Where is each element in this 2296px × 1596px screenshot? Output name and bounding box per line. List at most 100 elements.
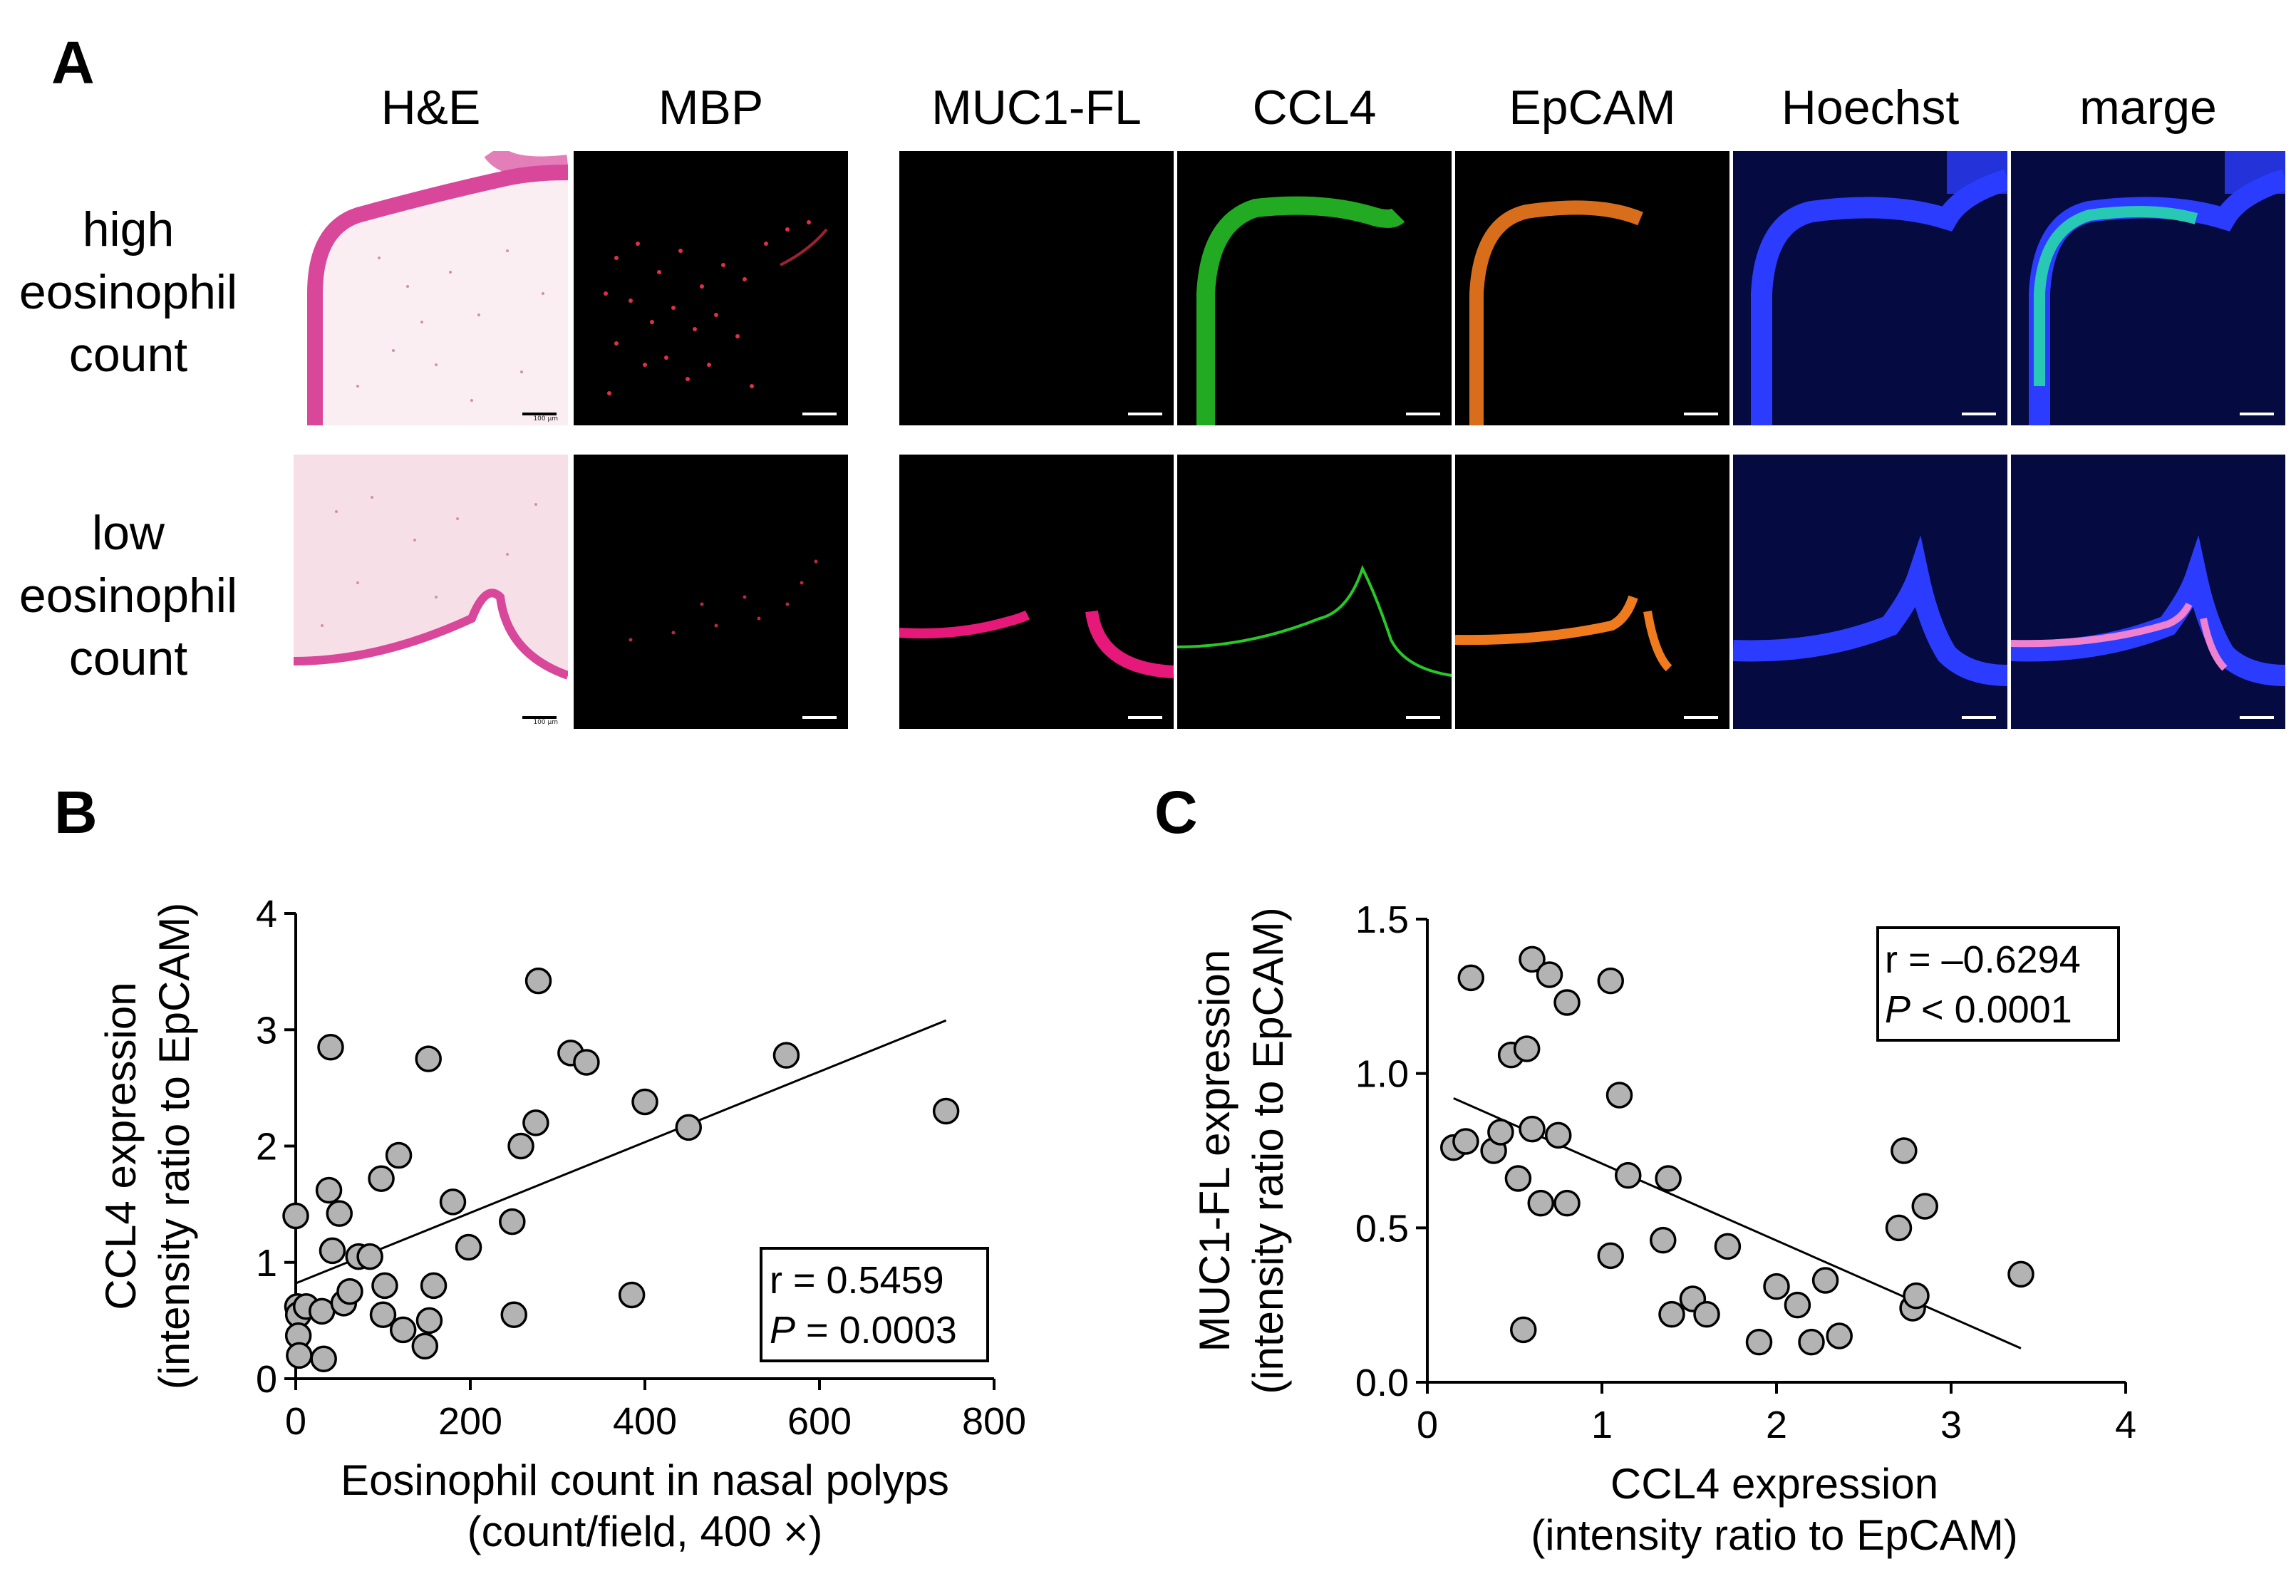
panel-b-letter: B [54, 779, 98, 846]
data-point-b [618, 1281, 646, 1309]
x-axis-title-c: CCL4 expression [1610, 1460, 1938, 1508]
stats-r-b: r = 0.5459 [770, 1259, 944, 1302]
y-tick-label-b: 4 [256, 893, 277, 936]
data-point-b [310, 1345, 337, 1372]
row-label-high-line3: count [68, 328, 188, 382]
y-axis-subtitle-c: (intensity ratio to EpCAM) [1244, 907, 1292, 1394]
y-tick-label-c: 0.0 [1355, 1362, 1409, 1404]
data-point-c [1553, 1189, 1581, 1217]
data-point-c [1784, 1291, 1811, 1319]
svg-text:P < 0.0001: P < 0.0001 [1885, 988, 2072, 1031]
scale-bar [522, 716, 557, 719]
scale-bar [1128, 413, 1162, 415]
image-high-mbp [574, 151, 848, 425]
data-point-c [1457, 964, 1484, 992]
data-point-c [1597, 1242, 1624, 1270]
scale-bar [802, 716, 837, 719]
data-point-b [439, 1188, 467, 1216]
scale-bar [1406, 413, 1440, 415]
y-tick-label-c: 1.5 [1355, 898, 1409, 941]
y-tick-label-b: 2 [256, 1126, 277, 1168]
image-low-he: 100 μm [294, 455, 568, 729]
image-high-marge [2011, 151, 2285, 425]
row-label-high-line2: eosinophil [19, 265, 238, 319]
data-point-b [507, 1132, 534, 1160]
stats-box-c: r = –0.6294 P < 0.0001 [1876, 926, 2120, 1042]
data-point-c [1763, 1273, 1790, 1300]
scale-bar [1684, 413, 1718, 415]
data-point-b [385, 1141, 413, 1169]
scale-bar [1962, 413, 1996, 415]
fit-line-b [295, 1019, 947, 1285]
y-axis-subtitle-b: (intensity ratio to EpCAM) [150, 903, 198, 1390]
y-axis-title-c: MUC1-FL expression [1191, 950, 1239, 1352]
data-point-c [1650, 1226, 1677, 1254]
data-point-b [286, 1342, 313, 1369]
image-high-muc1 [899, 151, 1174, 425]
data-point-c [1911, 1193, 1938, 1220]
scale-bar [2240, 716, 2274, 719]
x-axis-title-b: Eosinophil count in nasal polyps [341, 1456, 949, 1504]
scale-bar [802, 413, 837, 415]
column-header-mbp: MBP [658, 81, 764, 135]
data-point-c [1527, 1189, 1554, 1217]
y-axis-title-b: CCL4 expression [97, 982, 145, 1310]
y-tick-label-b: 0 [256, 1358, 277, 1401]
data-point-c [1903, 1282, 1930, 1310]
stats-r-c: r = –0.6294 [1885, 938, 2081, 981]
row-label-low-line3: count [68, 631, 188, 685]
image-low-ccl4 [1177, 455, 1452, 729]
data-point-b [573, 1049, 600, 1076]
x-tick-label-c: 2 [1766, 1404, 1787, 1446]
panel-c-letter: C [1154, 779, 1198, 846]
data-point-b [326, 1200, 353, 1227]
x-tick-label-b: 400 [613, 1400, 677, 1443]
data-point-b [315, 1176, 343, 1204]
data-point-b [524, 967, 552, 995]
image-low-mbp [574, 455, 848, 729]
x-tick-label-c: 0 [1417, 1404, 1438, 1446]
data-point-c [1487, 1119, 1514, 1146]
row-label-high-line1: high [82, 202, 175, 256]
svg-text:P = 0.0003: P = 0.0003 [770, 1309, 957, 1352]
data-point-b [317, 1033, 344, 1061]
data-point-c [1714, 1233, 1742, 1260]
x-tick-label-b: 200 [438, 1400, 502, 1443]
data-point-b [420, 1272, 448, 1300]
data-point-c [1510, 1316, 1537, 1344]
column-header-he: H&E [381, 81, 481, 135]
row-label-low-line1: low [91, 506, 165, 560]
data-point-c [1504, 1165, 1532, 1192]
data-point-c [1615, 1161, 1642, 1189]
data-point-c [1452, 1128, 1479, 1155]
x-tick-label-c: 1 [1591, 1404, 1613, 1446]
x-tick-label-b: 800 [962, 1400, 1026, 1443]
row-label-high: high eosinophil count [0, 198, 257, 386]
image-low-epcam [1455, 455, 1729, 729]
data-point-c [1519, 1115, 1546, 1143]
data-point-b [772, 1042, 800, 1069]
data-point-c [1553, 989, 1581, 1016]
stats-p-letter-b: P [770, 1309, 795, 1352]
data-point-b [282, 1202, 309, 1230]
data-point-b [371, 1272, 398, 1300]
panel-a-letter: A [51, 29, 95, 96]
data-point-b [389, 1316, 417, 1344]
data-point-c [1891, 1137, 1918, 1164]
data-point-b [319, 1237, 346, 1265]
y-tick-label-b: 3 [256, 1009, 277, 1052]
data-point-c [1513, 1035, 1541, 1062]
column-header-muc1: MUC1-FL [931, 81, 1142, 135]
row-label-low-line2: eosinophil [19, 569, 238, 623]
data-point-c [1745, 1328, 1773, 1356]
stats-p-value-b: = 0.0003 [795, 1309, 957, 1352]
stats-p-value-c: < 0.0001 [1910, 988, 2072, 1031]
data-point-c [1811, 1267, 1839, 1294]
x-axis-subtitle-b: (count/field, 400 ×) [467, 1508, 823, 1555]
data-point-b [631, 1088, 658, 1116]
data-point-c [1597, 967, 1624, 995]
data-point-c [1798, 1328, 1825, 1356]
x-axis-subtitle-c: (intensity ratio to EpCAM) [1531, 1511, 2018, 1559]
x-tick-label-c: 4 [2115, 1404, 2136, 1446]
